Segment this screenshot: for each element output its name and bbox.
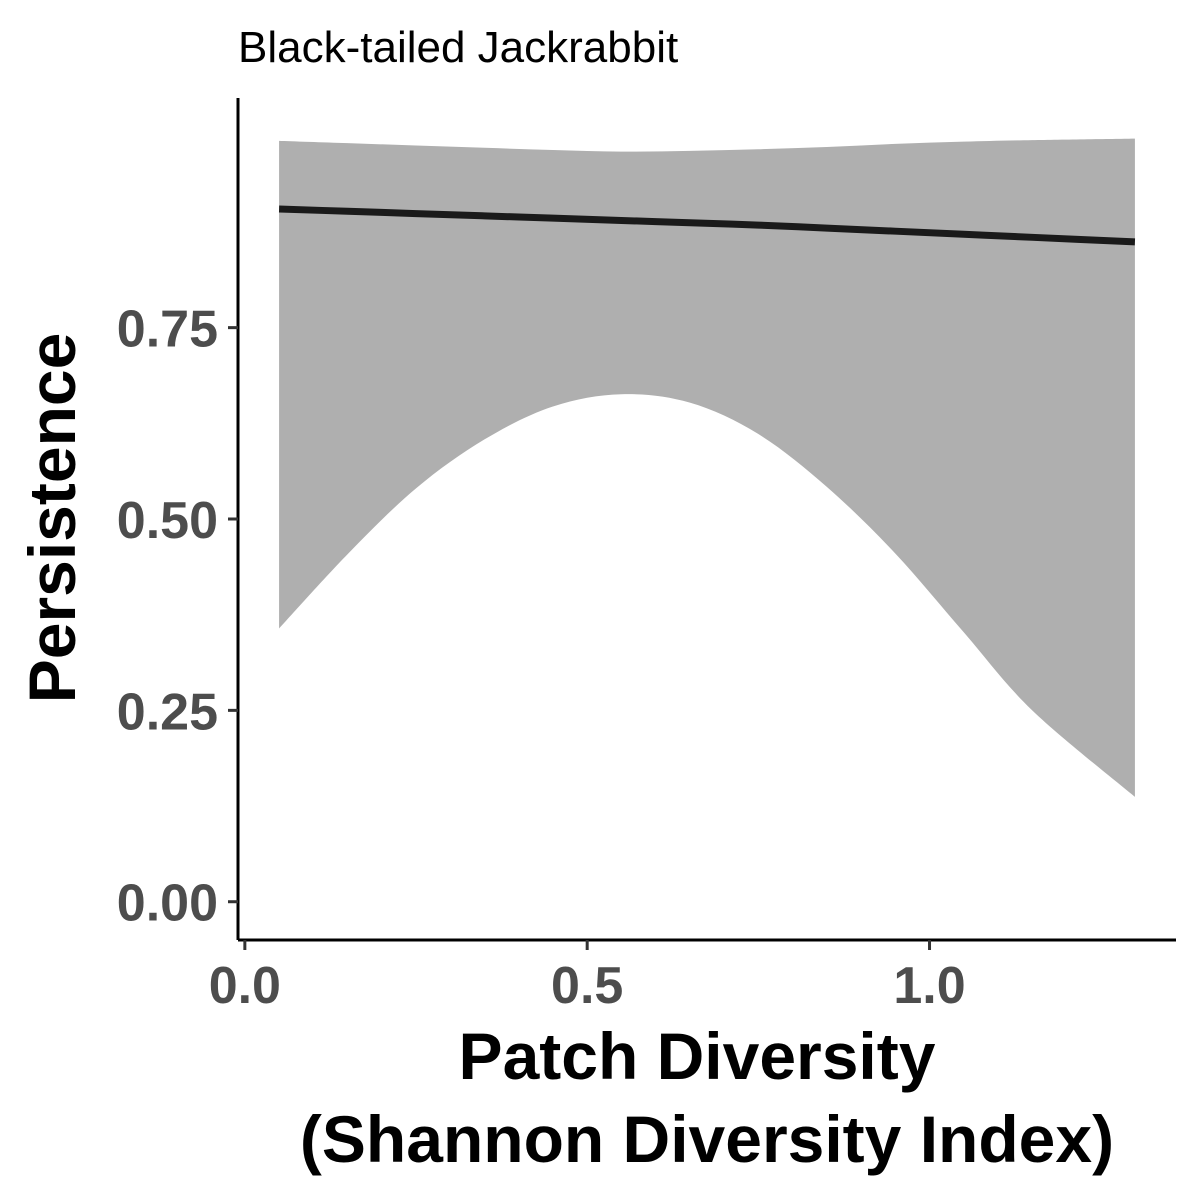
x-tick-label-2: 1.0 — [893, 957, 965, 1015]
y-tick-label-2: 0.50 — [117, 492, 218, 550]
x-axis-title-line-2: (Shannon Diversity Index) — [300, 1102, 1114, 1176]
y-tick-label-1: 0.25 — [117, 683, 218, 741]
y-axis-ticks: 0.00 0.25 0.50 0.75 — [117, 301, 238, 933]
fit-line-0 — [278, 205, 1136, 246]
chart-title: Black-tailed Jackrabbit — [238, 23, 678, 72]
confidence-band-0 — [279, 138, 1135, 797]
y-axis-title: Persistence — [15, 333, 89, 704]
y-tick-label-3: 0.75 — [117, 301, 218, 359]
y-tick-label-0: 0.00 — [117, 875, 218, 933]
x-tick-label-1: 0.5 — [551, 957, 623, 1015]
x-axis-title-line-1: Patch Diversity — [459, 1019, 936, 1093]
x-axis-ticks: 0.0 0.5 1.0 — [209, 940, 966, 1015]
plot-area — [278, 138, 1136, 797]
x-tick-label-0: 0.0 — [209, 957, 281, 1015]
